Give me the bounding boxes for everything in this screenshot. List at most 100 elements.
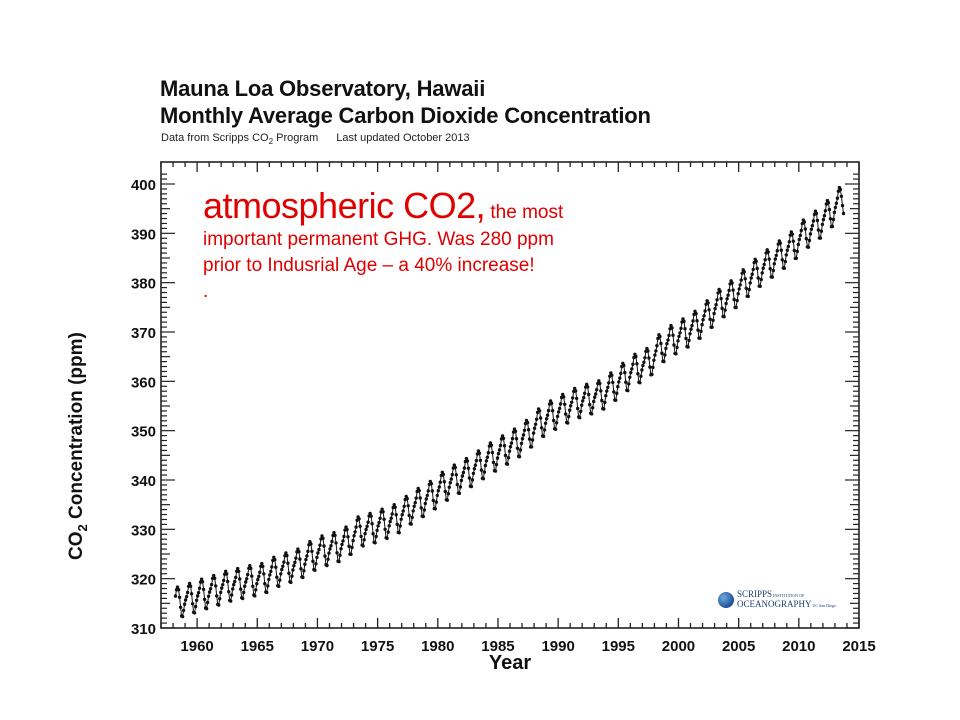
data-point [821,217,826,222]
data-point [715,298,719,302]
data-point [251,584,255,588]
data-point [554,421,559,425]
data-point [457,491,462,496]
data-point [442,480,446,484]
data-point [303,562,307,566]
data-point [351,538,355,543]
data-point [407,513,411,518]
data-point [353,530,357,534]
data-point [466,466,471,470]
data-point [375,528,379,532]
data-point [190,602,195,606]
data-point [305,554,309,558]
data-point [795,249,799,254]
data-point [256,577,260,582]
y-tick-label: 400 [131,177,156,194]
data-point [555,414,560,419]
data-point [748,281,752,285]
data-point [734,305,738,310]
data-point [691,319,695,323]
data-point [653,353,657,357]
data-point [796,242,800,247]
data-point [731,288,735,292]
data-point [564,412,568,416]
data-point [783,259,787,264]
data-point [402,504,406,508]
data-point [364,527,368,532]
data-point [556,410,561,414]
data-point [306,549,310,554]
data-point [193,604,198,609]
data-point [634,354,638,359]
data-point [388,519,392,524]
data-point [585,382,589,386]
data-point [229,599,233,603]
data-point [454,473,458,477]
data-point [493,469,498,473]
data-point [700,322,704,327]
data-point [533,422,538,426]
data-point [370,522,374,526]
data-point [579,409,583,414]
data-point [832,210,837,215]
data-point [695,319,699,323]
data-point [325,563,329,568]
data-point [770,275,774,279]
logo-line-2-small: UC San Diego [811,603,836,608]
data-point [808,232,813,236]
data-point [273,558,277,562]
data-point [371,532,375,536]
x-tick-label: 2015 [842,638,875,655]
data-point [350,545,354,550]
x-tick-label: 1970 [301,638,334,655]
x-tick-label: 1995 [602,638,635,655]
data-point [751,267,755,272]
data-point [301,575,305,580]
data-point [567,414,571,419]
logo-line-2: OCEANOGRAPHY [737,599,812,609]
data-point [515,446,520,450]
data-point [291,568,295,572]
data-point [786,244,790,249]
data-point [199,577,204,581]
y-tick-label: 340 [131,473,156,490]
data-point [246,572,250,577]
data-point [380,507,384,511]
data-point [219,590,223,595]
data-point [798,233,802,238]
data-point [221,583,225,587]
data-point [610,373,614,377]
data-point [293,560,297,565]
data-point [262,572,266,576]
data-point [738,283,742,287]
data-point [232,583,236,587]
data-point [550,409,555,413]
data-point [689,327,693,331]
data-point [383,527,387,531]
data-point [241,596,245,601]
data-point [759,277,763,282]
data-point [834,201,839,205]
data-point [675,345,679,350]
data-point [317,547,321,552]
data-point [595,388,599,392]
data-point [702,314,706,318]
data-point [598,381,602,386]
data-point [495,456,500,460]
data-point [514,437,519,441]
data-point [279,572,283,576]
data-point [569,404,573,408]
data-point [462,466,467,470]
data-point [508,445,513,449]
data-point [549,401,554,405]
data-point [393,505,397,509]
data-point [382,517,386,521]
data-point [666,338,670,342]
data-point [655,344,659,348]
y-tick-label: 320 [131,572,156,589]
data-point [322,544,326,548]
data-point [278,578,282,582]
x-axis-label: Year [489,652,531,674]
data-point [486,451,491,455]
